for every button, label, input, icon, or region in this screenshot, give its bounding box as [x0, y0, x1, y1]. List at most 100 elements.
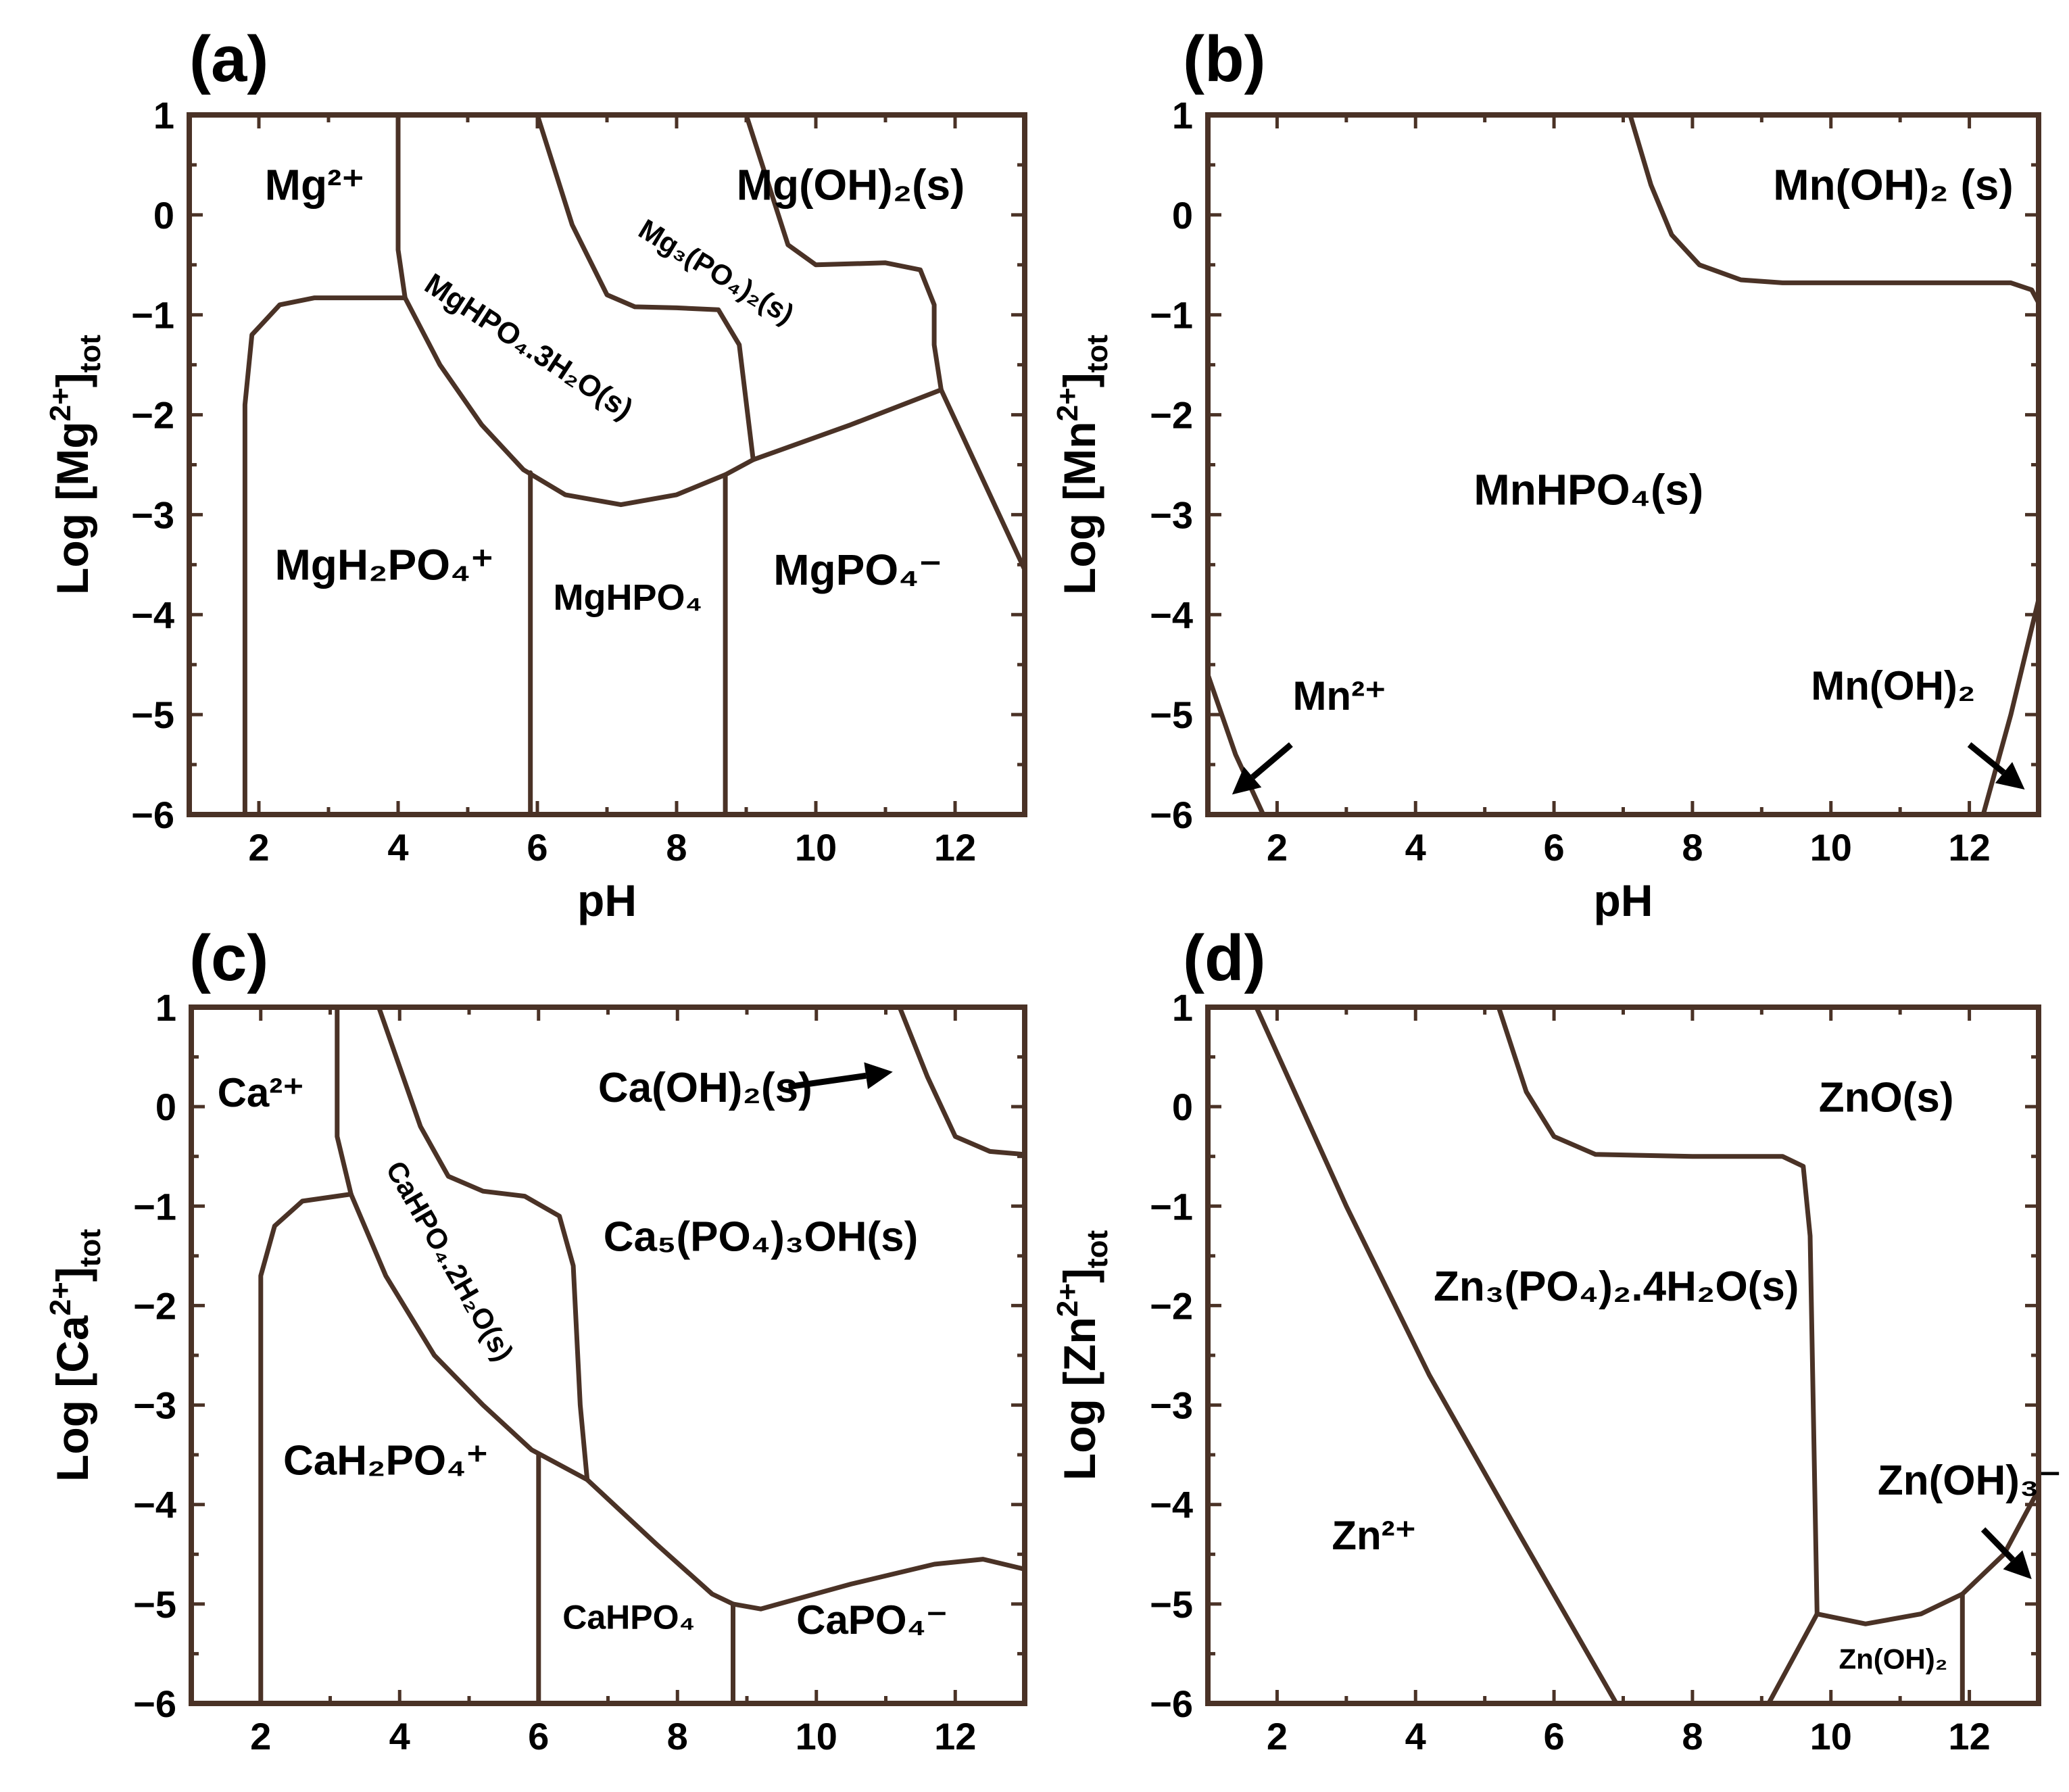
arrowhead	[1995, 762, 2025, 790]
x-tick-label: 10	[1810, 826, 1852, 869]
y-tick-label: −6	[133, 1682, 176, 1725]
x-axis-label: pH	[577, 875, 637, 925]
region-label-mnhpo4s: MnHPO₄(s)	[1474, 466, 1703, 514]
y-tick-label: −1	[1150, 1185, 1193, 1228]
x-tick-label: 6	[527, 826, 547, 869]
phase-boundary-9	[938, 387, 1027, 573]
y-tick-label: 0	[153, 194, 174, 237]
y-tick-label: −3	[1150, 1384, 1193, 1427]
region-label-cah2po4: CaH₂PO₄⁺	[283, 1438, 488, 1484]
x-tick-label: 8	[1682, 1715, 1703, 1758]
arrowhead	[1232, 767, 1262, 795]
plot-frame	[187, 112, 1027, 817]
region-label-mg2p: Mg²⁺	[265, 161, 365, 210]
x-tick-label: 2	[1267, 826, 1288, 869]
arrowhead	[2003, 1550, 2032, 1580]
region-label-mgh2po4: MgH₂PO₄⁺	[274, 541, 493, 589]
y-tick-label: −5	[131, 694, 174, 736]
region-label-capo4: CaPO₄⁻	[796, 1597, 948, 1643]
y-tick-label: −4	[131, 594, 174, 636]
y-tick-label: 0	[155, 1086, 176, 1128]
y-tick-label: −6	[1150, 794, 1193, 836]
region-label-mgoh2s: Mg(OH)₂(s)	[737, 161, 965, 210]
region-label-mn2p: Mn²⁺	[1292, 673, 1386, 719]
y-tick-label: −4	[133, 1484, 176, 1526]
y-axis-label: Log [Mn2+]tot	[1051, 335, 1114, 595]
panel-letter: (b)	[1183, 23, 1266, 95]
y-tick-label: −3	[133, 1384, 176, 1427]
phase-boundary-1	[242, 295, 408, 817]
y-tick-label: −2	[133, 1284, 176, 1327]
phase-boundary-3	[348, 1192, 590, 1482]
pointer-arrow	[1250, 742, 1293, 779]
phase-boundary-2	[395, 112, 408, 301]
phase-boundary-3	[1980, 597, 2041, 817]
region-label-zn3: Zn₃(PO₄)₂.4H₂O(s)	[1434, 1263, 1799, 1310]
phase-boundary-3	[1814, 1487, 2041, 1626]
x-tick-label: 12	[934, 1715, 976, 1758]
region-label-mnoh2s: Mn(OH)₂ (s)	[1773, 161, 2013, 210]
phase-boundary-6	[535, 112, 756, 462]
y-tick-label: 1	[153, 94, 174, 137]
panel-letter: (c)	[189, 922, 268, 994]
x-tick-label: 10	[796, 1715, 837, 1758]
phase-boundary-4	[376, 1004, 590, 1482]
region-label-ca2p: Ca²⁺	[218, 1070, 304, 1115]
region-label-zn2p: Zn²⁺	[1332, 1513, 1416, 1558]
y-tick-label: 0	[1172, 194, 1193, 237]
phase-boundary-3	[402, 295, 756, 508]
region-label-znoh3: Zn(OH)₃⁻	[1878, 1457, 2061, 1504]
region-label-mghpo4: MgHPO₄	[554, 577, 703, 618]
pointer-arrow	[788, 1072, 867, 1090]
y-tick-label: −5	[133, 1583, 176, 1626]
phase-boundary-8	[744, 112, 944, 393]
y-tick-label: −3	[1150, 493, 1193, 536]
y-tick-label: −2	[131, 394, 174, 437]
phase-boundary-7	[750, 387, 944, 462]
y-tick-label: −5	[1150, 1583, 1193, 1626]
region-label-mg3po4: Mg₃(PO₄)₂(s)	[633, 213, 800, 331]
pointer-arrow	[1980, 1527, 2016, 1562]
x-tick-label: 6	[1544, 826, 1565, 869]
x-tick-label: 8	[1682, 826, 1703, 869]
x-tick-label: 8	[666, 826, 687, 869]
x-tick-label: 12	[1948, 826, 1990, 869]
x-tick-label: 2	[1267, 1715, 1288, 1758]
y-axis-label: Log [Zn2+]tot	[1051, 1230, 1114, 1481]
y-tick-label: −6	[1150, 1682, 1193, 1725]
region-label-mgpo4: MgPO₄⁻	[773, 546, 942, 594]
x-tick-label: 10	[1810, 1715, 1852, 1758]
y-tick-label: −4	[1150, 594, 1193, 636]
phase-boundary-8	[731, 1557, 1027, 1612]
y-tick-label: −2	[1150, 394, 1193, 437]
region-label-zno: ZnO(s)	[1819, 1075, 1954, 1121]
x-tick-label: 12	[1948, 1715, 1990, 1758]
y-tick-label: 1	[1172, 986, 1193, 1029]
y-tick-label: −3	[131, 493, 174, 536]
phase-boundary-1	[1254, 1004, 1619, 1706]
region-label-ca5: Ca₅(PO₄)₃OH(s)	[604, 1214, 919, 1261]
x-tick-label: 2	[250, 1715, 271, 1758]
phase-boundary-2	[335, 1004, 354, 1197]
y-tick-label: −1	[131, 294, 174, 337]
phase-boundary-2	[1496, 1004, 1820, 1617]
x-tick-label: 4	[389, 1715, 410, 1758]
x-tick-label: 6	[1544, 1715, 1565, 1758]
y-tick-label: −1	[133, 1185, 176, 1228]
y-tick-label: −1	[1150, 294, 1193, 337]
y-axis-label: Log [Ca2+]tot	[44, 1229, 107, 1482]
x-tick-label: 4	[1405, 826, 1426, 869]
phase-boundary-6	[585, 1477, 735, 1607]
x-tick-label: 8	[667, 1715, 688, 1758]
phase-boundary-4	[1766, 1612, 1820, 1706]
x-tick-label: 6	[528, 1715, 549, 1758]
x-tick-label: 4	[1405, 1715, 1426, 1758]
x-tick-label: 10	[795, 826, 837, 869]
phase-boundary-9	[897, 1004, 1027, 1157]
pointer-arrow	[1967, 742, 2006, 775]
